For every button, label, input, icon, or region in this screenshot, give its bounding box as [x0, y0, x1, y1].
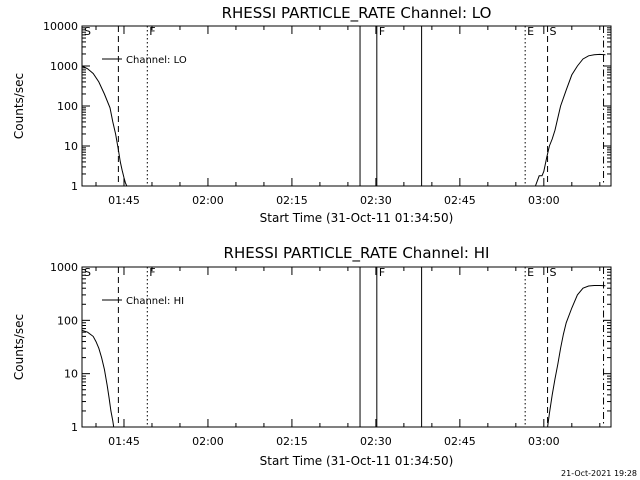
y-tick-label: 1000 [50, 261, 78, 274]
y-tick-label: 100 [57, 314, 78, 327]
x-tick-label: 02:30 [360, 435, 392, 448]
y-tick-label: 1 [71, 421, 78, 434]
y-tick-label: 100 [57, 100, 78, 113]
event-marker-label: S [84, 25, 91, 38]
series-line [82, 65, 131, 186]
y-tick-label: 10000 [43, 20, 78, 33]
x-axis-label: Start Time (31-Oct-11 01:34:50) [260, 454, 454, 468]
event-marker-label: F [379, 25, 385, 38]
y-axis-label: Counts/sec [12, 314, 26, 380]
y-tick-label: 10 [64, 368, 78, 381]
x-tick-label: 02:30 [360, 194, 392, 207]
event-marker-label: F [149, 266, 155, 279]
event-marker-label: E [527, 25, 534, 38]
event-marker-label: S [550, 266, 557, 279]
plot-panel-hi: RHESSI PARTICLE_RATE Channel: HI 1 10 100 10… [12, 244, 612, 468]
x-tick-label: 02:15 [276, 194, 308, 207]
chart-title: RHESSI PARTICLE_RATE Channel: LO [222, 4, 492, 23]
series-line [82, 329, 115, 427]
x-tick-label: 03:00 [528, 194, 560, 207]
event-marker-label: F [379, 266, 385, 279]
series-line [547, 285, 606, 427]
x-tick-label: 02:00 [192, 435, 224, 448]
x-axis-label: Start Time (31-Oct-11 01:34:50) [260, 211, 454, 225]
event-marker-label: S [84, 266, 91, 279]
legend-label: Channel: LO [126, 55, 187, 66]
y-tick-label: 1 [71, 180, 78, 193]
x-tick-label: 02:15 [276, 435, 308, 448]
chart-title: RHESSI PARTICLE_RATE Channel: HI [224, 244, 490, 263]
x-tick-label: 02:45 [444, 435, 476, 448]
event-marker-label: E [527, 266, 534, 279]
legend-label: Channel: HI [126, 296, 184, 307]
y-tick-label: 10 [64, 140, 78, 153]
x-tick-label: 01:45 [108, 194, 140, 207]
event-marker-label: S [550, 25, 557, 38]
plot-panel-lo: RHESSI PARTICLE_RATE Channel: LO 1 10 100 10… [12, 4, 612, 225]
x-tick-label: 03:00 [528, 435, 560, 448]
event-marker-label: F [149, 25, 155, 38]
timestamp-footer: 21-Oct-2021 19:28 [561, 469, 637, 478]
plot-frame [81, 266, 612, 428]
x-tick-label: 02:00 [192, 194, 224, 207]
series-line [534, 53, 606, 186]
x-tick-label: 02:45 [444, 194, 476, 207]
y-tick-label: 1000 [50, 60, 78, 73]
y-axis-label: Counts/sec [12, 73, 26, 139]
x-tick-label: 01:45 [108, 435, 140, 448]
